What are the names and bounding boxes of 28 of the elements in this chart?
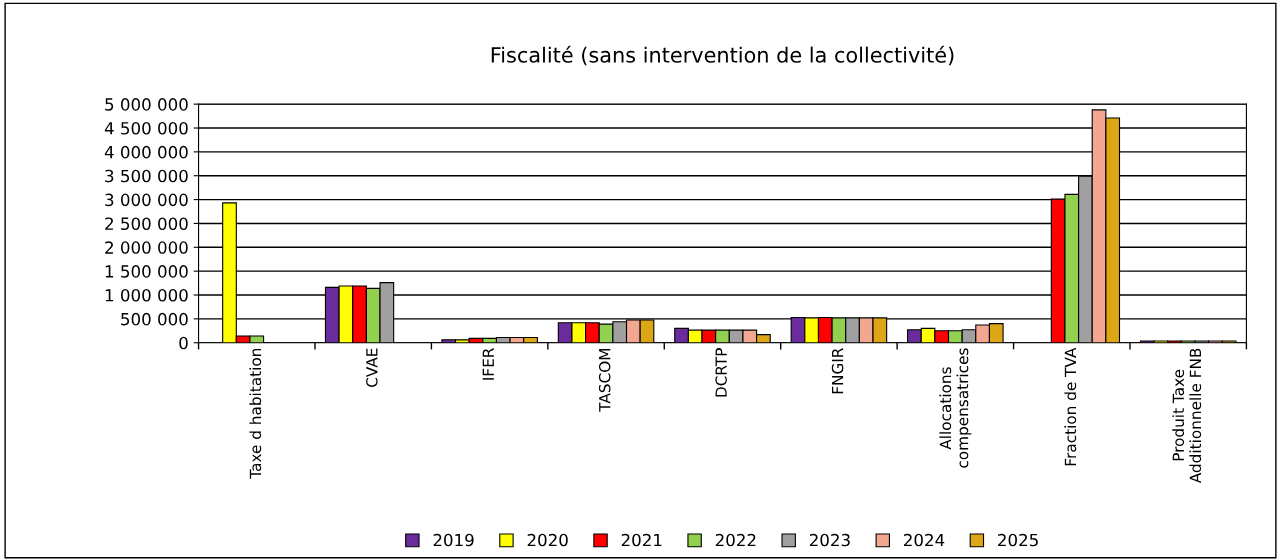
legend-label: 2024 — [904, 533, 945, 547]
y-tick-label: 4 000 000 — [104, 145, 188, 159]
x-tick-label: DCRTP — [715, 348, 727, 397]
x-tick-label: Allocations compensatrices — [939, 348, 972, 468]
y-tick-label: 4 500 000 — [104, 121, 188, 135]
y-tick-label: 1 000 000 — [105, 288, 188, 302]
y-tick-label: 5 000 000 — [105, 98, 188, 111]
x-tick-label: Produit Taxe Additionnelle FNB — [1172, 348, 1202, 484]
y-tick-label: 500 000 — [121, 312, 188, 326]
legend-label: 2025 — [998, 533, 1038, 547]
x-tick-label: TASCOM — [598, 349, 611, 412]
chart-title: Fiscalité (sans intervention de la collectivité) — [491, 45, 954, 66]
x-tick-label: CVAE — [366, 348, 378, 387]
legend-label: 2020 — [527, 533, 568, 547]
y-tick-label: 2 000 000 — [105, 241, 188, 254]
legend-label: 2022 — [715, 533, 756, 547]
legend-label: 2021 — [621, 533, 662, 547]
y-tick-label: 0 — [179, 336, 188, 350]
x-tick-label: IFER — [482, 348, 494, 380]
legend-label: 2023 — [809, 533, 850, 547]
y-tick-label: 1 500 000 — [105, 265, 188, 278]
x-tick-label: Taxe d habitation — [249, 348, 262, 479]
legend-label: 2019 — [433, 533, 474, 547]
y-tick-label: 2 500 000 — [105, 217, 188, 231]
x-tick-label: Fraction de TVA — [1064, 347, 1077, 466]
x-tick-label: FNGIR — [831, 348, 844, 394]
y-tick-label: 3 000 000 — [105, 193, 188, 207]
y-tick-label: 3 500 000 — [105, 169, 188, 183]
